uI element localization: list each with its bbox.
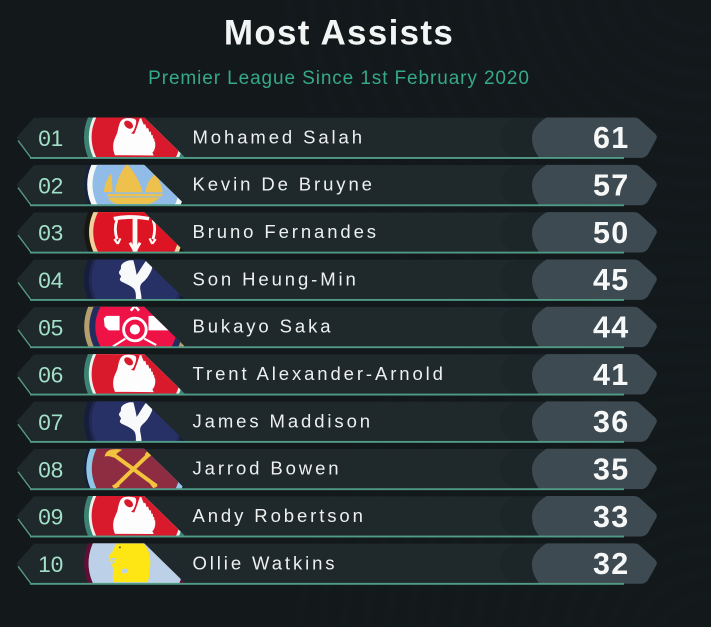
svg-text:05: 05: [38, 315, 63, 340]
svg-text:James Maddison: James Maddison: [193, 410, 373, 431]
svg-text:35: 35: [593, 452, 630, 486]
svg-text:33: 33: [593, 500, 630, 534]
svg-text:04: 04: [38, 268, 63, 293]
svg-text:32: 32: [593, 547, 630, 581]
svg-text:01: 01: [38, 126, 63, 151]
svg-text:50: 50: [593, 216, 630, 250]
svg-text:44: 44: [593, 310, 630, 344]
svg-text:07: 07: [38, 410, 63, 435]
svg-text:36: 36: [593, 405, 630, 439]
svg-text:Trent Alexander-Arnold: Trent Alexander-Arnold: [193, 363, 446, 384]
svg-text:57: 57: [593, 169, 630, 203]
svg-text:02: 02: [38, 173, 63, 198]
svg-text:41: 41: [593, 358, 630, 392]
svg-text:Jarrod Bowen: Jarrod Bowen: [193, 458, 342, 479]
svg-text:Ollie Watkins: Ollie Watkins: [193, 552, 338, 573]
svg-text:03: 03: [38, 221, 63, 246]
svg-text:08: 08: [38, 457, 63, 482]
svg-text:45: 45: [593, 263, 630, 297]
svg-text:Andy Robertson: Andy Robertson: [193, 505, 366, 526]
svg-text:Bruno Fernandes: Bruno Fernandes: [193, 221, 379, 242]
svg-text:Most Assists: Most Assists: [224, 14, 454, 53]
svg-text:Premier League Since 1st Febru: Premier League Since 1st February 2020: [148, 68, 530, 89]
svg-text:09: 09: [38, 505, 63, 530]
svg-text:06: 06: [38, 363, 63, 388]
svg-text:Son Heung-Min: Son Heung-Min: [193, 268, 359, 289]
svg-text:Bukayo Saka: Bukayo Saka: [193, 316, 334, 337]
svg-text:10: 10: [38, 552, 63, 577]
svg-text:Mohamed Salah: Mohamed Salah: [193, 126, 365, 147]
svg-text:Kevin De Bruyne: Kevin De Bruyne: [193, 174, 375, 195]
svg-text:61: 61: [593, 121, 630, 155]
